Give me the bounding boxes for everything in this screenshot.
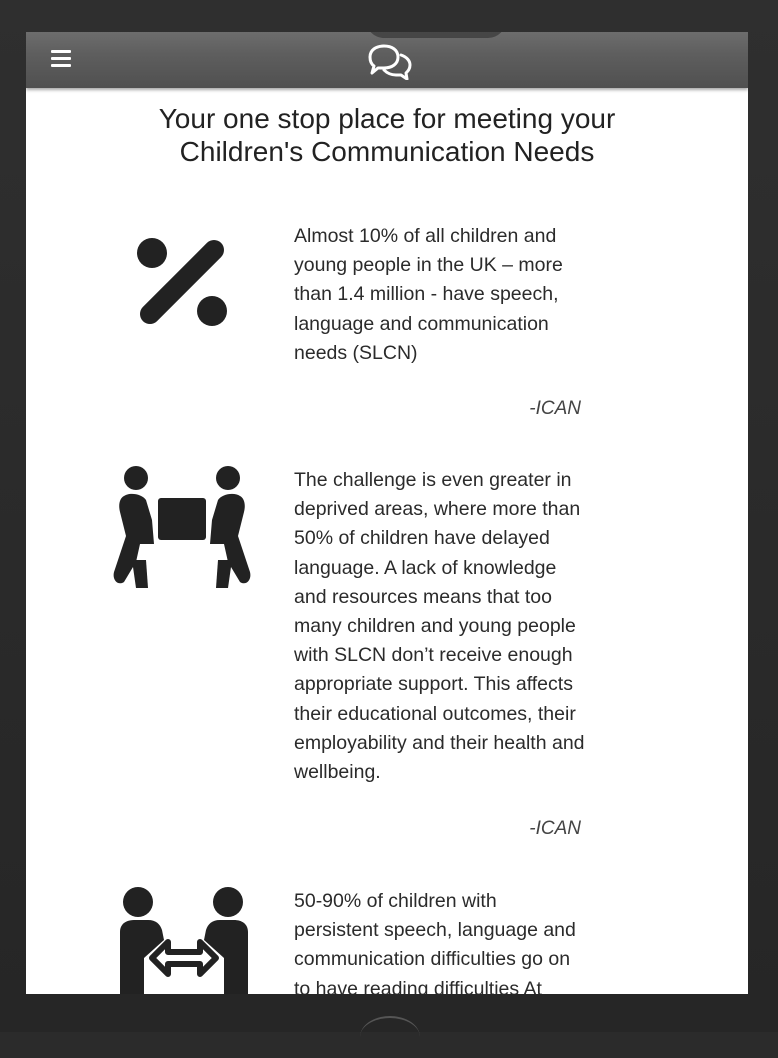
speech-bubbles-icon[interactable]	[366, 44, 414, 80]
fact-2-source: -ICAN	[529, 818, 581, 839]
page-headline: Your one stop place for meeting your Chi…	[26, 102, 748, 168]
percent-icon	[137, 238, 227, 326]
app-screen: Your one stop place for meeting your Chi…	[26, 32, 748, 994]
people-arrows-icon	[120, 887, 248, 994]
top-navigation-bar	[26, 32, 748, 88]
fact-2-text: The challenge is even greater in deprive…	[294, 469, 585, 784]
home-button-arc	[360, 1016, 420, 1058]
header-shadow-decoration	[366, 32, 506, 38]
hamburger-menu-icon[interactable]	[51, 50, 71, 70]
fact-3-text: 50-90% of children with persistent speec…	[294, 890, 576, 994]
headline-line-1: Your one stop place for meeting your	[158, 103, 616, 134]
fact-1-source: -ICAN	[529, 398, 581, 419]
fact-1-text: Almost 10% of all children and young peo…	[294, 225, 563, 364]
people-carrying-box-icon	[113, 466, 251, 588]
headline-line-2: Children's Communication Needs	[179, 136, 595, 167]
